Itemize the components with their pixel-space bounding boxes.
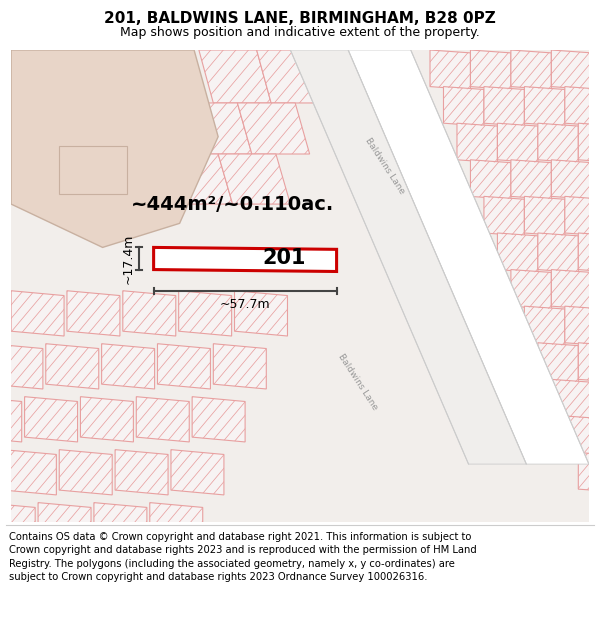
Polygon shape	[46, 344, 99, 389]
Polygon shape	[511, 160, 551, 199]
Polygon shape	[257, 50, 329, 103]
Polygon shape	[551, 50, 592, 89]
Polygon shape	[524, 196, 565, 236]
Polygon shape	[551, 160, 592, 199]
Polygon shape	[59, 449, 112, 495]
Polygon shape	[235, 291, 287, 336]
Polygon shape	[457, 123, 497, 162]
Polygon shape	[484, 196, 524, 236]
Polygon shape	[511, 269, 551, 309]
Polygon shape	[565, 196, 600, 236]
Polygon shape	[115, 449, 168, 495]
Polygon shape	[551, 269, 592, 309]
Polygon shape	[94, 503, 147, 548]
Polygon shape	[538, 123, 578, 162]
Polygon shape	[430, 50, 470, 89]
Polygon shape	[123, 291, 176, 336]
Polygon shape	[565, 87, 600, 126]
Polygon shape	[150, 503, 203, 548]
Polygon shape	[4, 449, 56, 495]
Polygon shape	[11, 50, 218, 248]
Polygon shape	[578, 233, 600, 272]
Polygon shape	[171, 449, 224, 495]
Text: ~17.4m: ~17.4m	[122, 233, 135, 284]
Polygon shape	[578, 452, 600, 492]
Polygon shape	[101, 344, 155, 389]
Polygon shape	[565, 416, 600, 456]
Text: Map shows position and indicative extent of the property.: Map shows position and indicative extent…	[120, 26, 480, 39]
Polygon shape	[0, 397, 22, 442]
Polygon shape	[578, 342, 600, 382]
Polygon shape	[179, 291, 232, 336]
Polygon shape	[80, 397, 133, 442]
Polygon shape	[484, 87, 524, 126]
Polygon shape	[11, 291, 64, 336]
Polygon shape	[0, 503, 35, 548]
Text: ~444m²/~0.110ac.: ~444m²/~0.110ac.	[131, 194, 334, 214]
Polygon shape	[524, 87, 565, 126]
Polygon shape	[157, 344, 211, 389]
Polygon shape	[592, 269, 600, 309]
Polygon shape	[497, 123, 538, 162]
Polygon shape	[67, 291, 120, 336]
Polygon shape	[538, 233, 578, 272]
Text: 201: 201	[262, 249, 305, 269]
Polygon shape	[160, 154, 233, 204]
Polygon shape	[214, 344, 266, 389]
Polygon shape	[218, 154, 290, 204]
Polygon shape	[511, 50, 551, 89]
Polygon shape	[59, 146, 127, 194]
Text: Baldwins Lane: Baldwins Lane	[336, 352, 379, 412]
Polygon shape	[238, 103, 310, 154]
Polygon shape	[136, 397, 189, 442]
Polygon shape	[443, 87, 484, 126]
Polygon shape	[348, 50, 589, 464]
Polygon shape	[38, 503, 91, 548]
Polygon shape	[290, 50, 526, 464]
Polygon shape	[192, 397, 245, 442]
Polygon shape	[551, 379, 592, 419]
Polygon shape	[154, 248, 337, 271]
Polygon shape	[538, 342, 578, 382]
Polygon shape	[199, 50, 271, 103]
Text: ~57.7m: ~57.7m	[220, 298, 271, 311]
Polygon shape	[592, 160, 600, 199]
Text: 201, BALDWINS LANE, BIRMINGHAM, B28 0PZ: 201, BALDWINS LANE, BIRMINGHAM, B28 0PZ	[104, 11, 496, 26]
Polygon shape	[179, 103, 252, 154]
Polygon shape	[592, 379, 600, 419]
Polygon shape	[497, 233, 538, 272]
Polygon shape	[470, 50, 511, 89]
Polygon shape	[470, 160, 511, 199]
Polygon shape	[25, 397, 77, 442]
Polygon shape	[578, 123, 600, 162]
Text: Baldwins Lane: Baldwins Lane	[363, 136, 406, 196]
Text: Contains OS data © Crown copyright and database right 2021. This information is : Contains OS data © Crown copyright and d…	[9, 532, 477, 582]
Polygon shape	[0, 344, 43, 389]
Polygon shape	[524, 306, 565, 346]
Polygon shape	[565, 306, 600, 346]
